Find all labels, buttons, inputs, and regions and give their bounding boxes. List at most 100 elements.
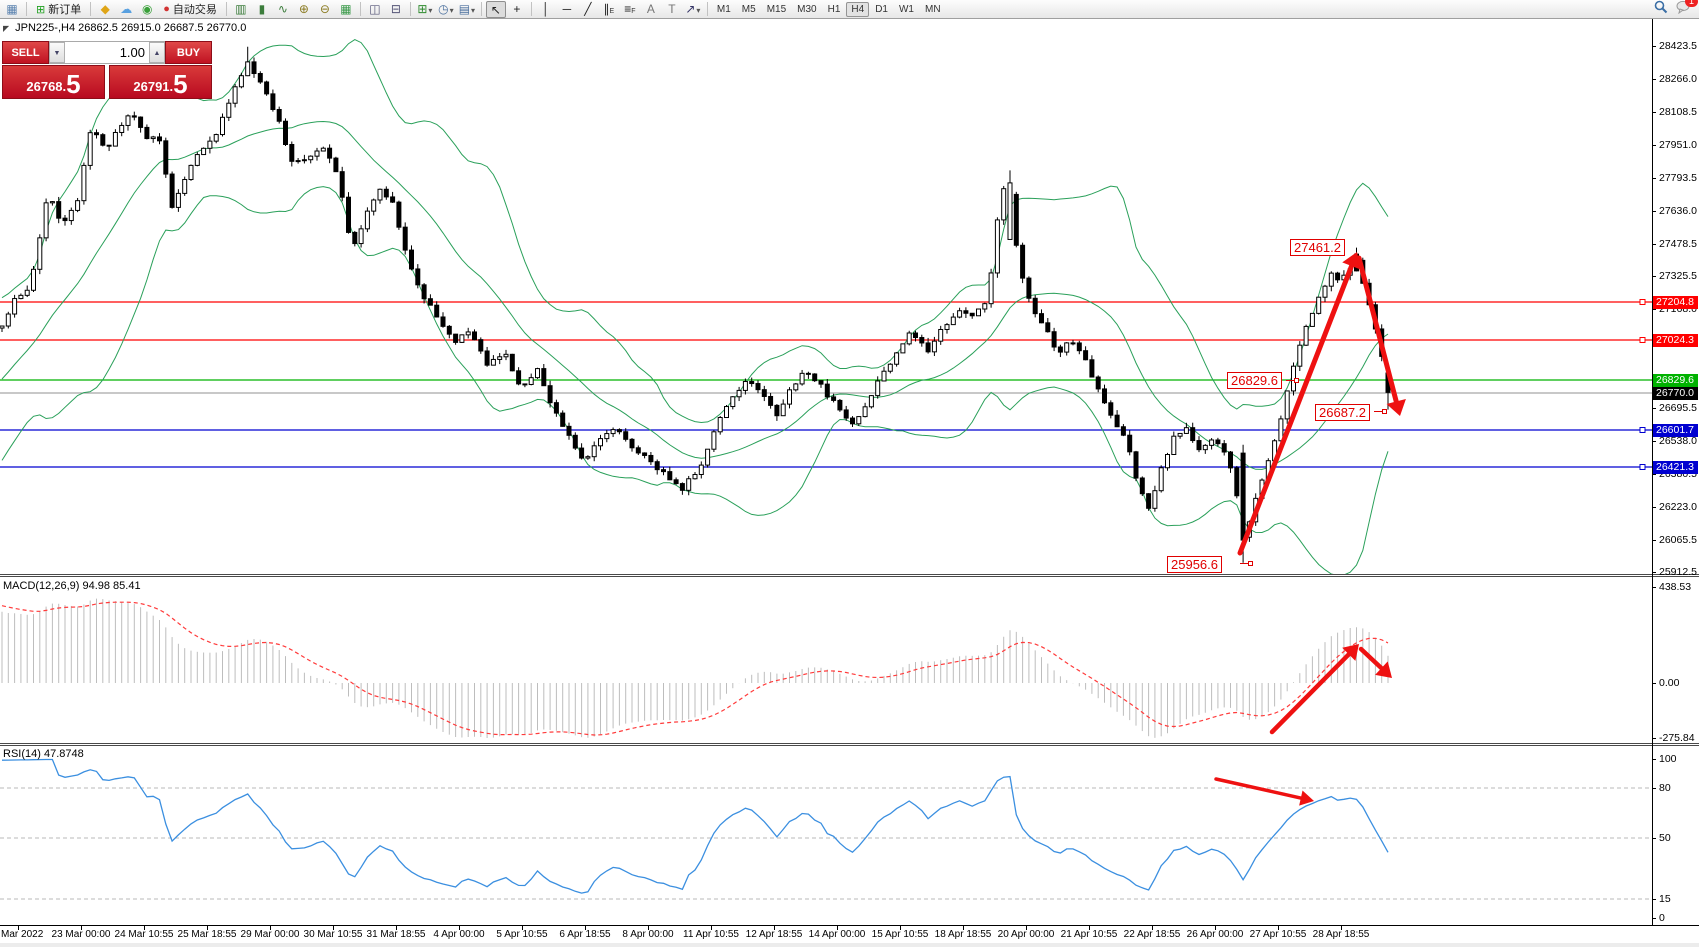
timeframe-h1[interactable]: H1 <box>827 3 841 15</box>
candle-body <box>1209 439 1215 446</box>
rsi-arrow-down[interactable] <box>1214 777 1303 800</box>
macd-pane[interactable] <box>0 577 1652 743</box>
search-icon[interactable] <box>1654 0 1668 19</box>
line-chart-icon[interactable]: ∿ <box>277 1 288 16</box>
candlestick-chart-icon[interactable]: ▮ <box>258 1 266 16</box>
trend-arrow-down[interactable] <box>1356 255 1399 404</box>
signals-icon[interactable]: ◉ <box>141 1 153 16</box>
candle-body <box>119 124 125 133</box>
buy-button[interactable]: BUY <box>165 41 212 64</box>
fibonacci-icon[interactable]: ≡F <box>624 1 636 16</box>
new-chart-icon[interactable]: ⊞▾ <box>417 1 433 16</box>
price-axis[interactable]: 28423.5 28266.0 28108.5 27951.0 27793.5 27636… <box>1652 0 1699 947</box>
rsi-pane[interactable] <box>0 746 1652 925</box>
tile-windows-icon[interactable]: ▦ <box>340 1 352 16</box>
macd-arrow-up-head[interactable] <box>1342 644 1359 661</box>
price-annotation-25956.6[interactable]: 25956.6 <box>1167 556 1222 573</box>
candle-body <box>547 385 553 404</box>
trend-arrow-up-head[interactable] <box>1342 252 1361 270</box>
candle-body <box>1240 452 1246 541</box>
volume-input[interactable] <box>65 42 149 63</box>
axis-tick <box>1652 112 1656 113</box>
timeframe-mn[interactable]: MN <box>924 3 941 15</box>
zoom-in-icon[interactable]: ⊕ <box>298 1 309 16</box>
candle-body <box>43 202 49 239</box>
price-tick-label: 26538.0 <box>1659 435 1697 447</box>
time-label: 11 Apr 10:55 <box>683 929 739 940</box>
price-tick-label: 27793.5 <box>1659 172 1697 184</box>
macd-arrow-down-head[interactable] <box>1375 661 1392 678</box>
rsi-arrow-down-head[interactable] <box>1299 790 1314 806</box>
annotation-connector <box>1240 563 1248 564</box>
candle-body <box>774 404 780 417</box>
volume-up-button[interactable]: ▲ <box>149 42 165 63</box>
level-handle[interactable] <box>1639 299 1646 305</box>
candle-body <box>994 219 1000 274</box>
annotation-handle[interactable] <box>1294 378 1299 383</box>
candle-body <box>484 350 490 366</box>
macd-label: MACD(12,26,9) 94.98 85.41 <box>3 580 141 592</box>
price-annotation-26829.6[interactable]: 26829.6 <box>1227 372 1282 389</box>
market-icon[interactable]: ☁ <box>120 1 133 16</box>
trend-arrow-down-head[interactable] <box>1386 398 1406 416</box>
equidistant-channel-icon[interactable]: ∥E <box>603 1 615 16</box>
volume-down-button[interactable]: ▼ <box>49 42 65 63</box>
timeframe-m15[interactable]: M15 <box>766 3 787 15</box>
sell-button[interactable]: SELL <box>2 41 49 64</box>
timeframe-w1[interactable]: W1 <box>898 3 914 15</box>
timeframe-m1[interactable]: M1 <box>716 3 731 15</box>
text-icon[interactable]: A <box>646 1 655 16</box>
timeframe-h4[interactable]: H4 <box>846 1 870 17</box>
timeframe-m5[interactable]: M5 <box>741 3 756 15</box>
price-annotation-27461.2[interactable]: 27461.2 <box>1290 239 1345 256</box>
main-chart-pane[interactable] <box>0 19 1652 574</box>
candle-body <box>100 134 106 146</box>
crosshair-icon[interactable]: + <box>513 1 521 16</box>
candle-body <box>440 316 446 327</box>
timeframe-d1[interactable]: D1 <box>875 3 888 15</box>
sell-price-box[interactable]: 26768. 5 <box>2 65 105 99</box>
template-icon[interactable]: ▤▾ <box>458 1 476 16</box>
level-price-marker: 26829.6 <box>1653 373 1698 387</box>
text-label-icon[interactable]: T <box>668 1 676 16</box>
horizontal-line-icon[interactable]: ─ <box>562 1 572 16</box>
macd-splitter[interactable] <box>0 574 1699 577</box>
period-icon[interactable]: ◷▾ <box>438 1 454 16</box>
candle-body <box>1278 418 1284 442</box>
bar-chart-icon[interactable]: ▥ <box>235 1 247 16</box>
time-label: 24 Mar 10:55 <box>114 929 174 940</box>
candle-body <box>616 429 622 433</box>
candle-body <box>213 134 219 142</box>
macd-arrow-up[interactable] <box>1269 652 1352 735</box>
zoom-out-icon[interactable]: ⊖ <box>319 1 330 16</box>
candle-body <box>295 160 301 163</box>
price-annotation-26687.2[interactable]: 26687.2 <box>1315 404 1370 421</box>
new-order-button[interactable]: ⊞ 新订单 <box>31 1 86 18</box>
annotation-handle[interactable] <box>1248 561 1253 566</box>
trendline-icon[interactable]: ╱ <box>584 1 592 16</box>
annotation-handle[interactable] <box>1382 409 1387 414</box>
cursor-icon[interactable]: ↖ <box>485 0 506 18</box>
symbol-ohlc-line: ◤ JPN225-,H4 26862.5 26915.0 26687.5 267… <box>3 22 246 34</box>
candle-body <box>906 332 912 345</box>
level-handle[interactable] <box>1639 337 1646 343</box>
arrows-shapes-icon[interactable]: ↗▾ <box>685 1 701 16</box>
metaeditor-icon[interactable]: ◆ <box>100 1 110 16</box>
chart-window-icon[interactable]: ▦ <box>6 1 18 16</box>
arrange-windows-icon[interactable]: ◫ <box>369 1 381 16</box>
rsi-splitter[interactable] <box>0 743 1699 746</box>
level-handle[interactable] <box>1639 427 1646 433</box>
timeframe-m30[interactable]: M30 <box>797 3 817 15</box>
level-handle[interactable] <box>1639 464 1646 470</box>
axis-tick <box>1652 309 1656 310</box>
autotrading-button[interactable]: ● 自动交易 <box>158 1 222 18</box>
cascade-windows-icon[interactable]: ⊟ <box>390 1 401 16</box>
buy-price-box[interactable]: 26791. 5 <box>109 65 212 99</box>
candle-body <box>327 147 333 159</box>
vertical-line-icon[interactable]: │ <box>542 1 550 16</box>
trend-arrow-up[interactable] <box>1237 263 1355 556</box>
chart-shift-icon[interactable]: ◤ <box>3 23 10 33</box>
toolbar-separator <box>706 2 708 16</box>
macd-arrow-down[interactable] <box>1358 646 1384 671</box>
